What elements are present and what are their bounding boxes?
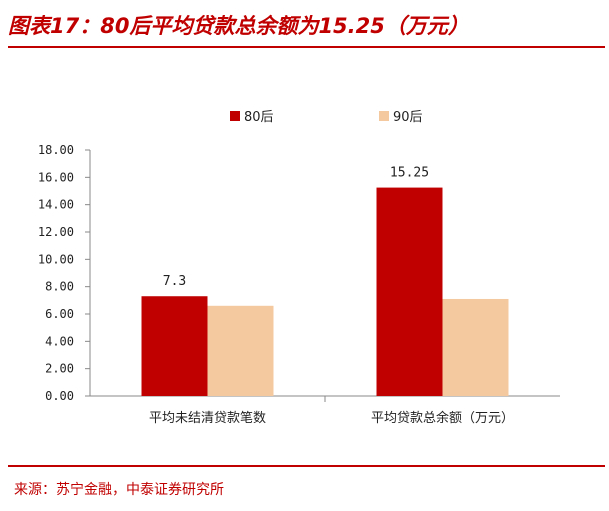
y-tick-label: 6.00 xyxy=(45,307,74,321)
bar-90-0 xyxy=(207,305,274,396)
y-tick-label: 10.00 xyxy=(38,252,74,266)
y-tick-label: 14.00 xyxy=(38,198,74,212)
footer-divider xyxy=(8,465,605,467)
y-tick-label: 0.00 xyxy=(45,389,74,403)
x-category-label: 平均贷款总余额（万元） xyxy=(371,410,514,426)
title-divider xyxy=(8,46,605,48)
y-tick-label: 4.00 xyxy=(45,334,74,348)
data-label: 7.3 xyxy=(163,274,186,289)
bar-80-0 xyxy=(141,296,208,396)
y-tick-label: 18.00 xyxy=(38,143,74,157)
data-label: 15.25 xyxy=(390,166,429,181)
y-tick-label: 8.00 xyxy=(45,280,74,294)
source-note: 来源：苏宁金融，中泰证券研究所 xyxy=(14,482,224,498)
x-category-label: 平均未结清贷款笔数 xyxy=(149,410,266,426)
legend-swatch-80 xyxy=(230,111,240,121)
legend-label-90: 90后 xyxy=(393,110,423,125)
bar-90-1 xyxy=(442,298,509,396)
page-title: 图表17：80后平均贷款总余额为15.25（万元） xyxy=(8,14,469,38)
bar-80-1 xyxy=(376,187,443,396)
legend-label-80: 80后 xyxy=(244,110,274,125)
y-tick-label: 16.00 xyxy=(38,170,74,184)
y-tick-label: 12.00 xyxy=(38,225,74,239)
legend-swatch-90 xyxy=(379,111,389,121)
y-tick-label: 2.00 xyxy=(45,362,74,376)
